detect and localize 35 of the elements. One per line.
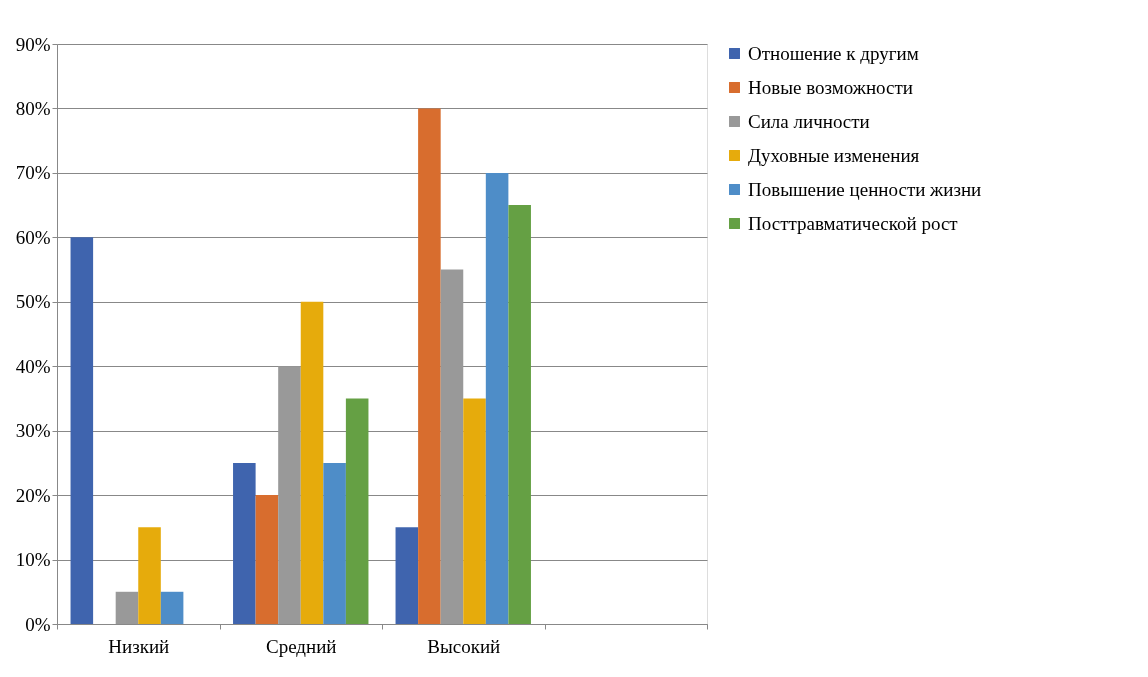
y-tick-label: 0% (25, 613, 51, 635)
bar (463, 398, 486, 624)
bar (255, 495, 279, 624)
bar (115, 591, 139, 624)
bar (508, 205, 531, 624)
bar (418, 108, 441, 624)
x-tick-label: Высокий (427, 635, 501, 657)
legend-label: Отношение к другим (748, 42, 919, 64)
bar (440, 269, 464, 624)
y-tick-label: 30% (15, 420, 51, 442)
bar (300, 301, 324, 624)
y-tick-label: 40% (15, 355, 51, 377)
y-tick-label: 90% (15, 33, 51, 55)
x-tick-label: Низкий (108, 635, 170, 657)
bar (160, 591, 184, 624)
bar (70, 237, 94, 624)
legend-label: Новые возможности (748, 76, 913, 98)
y-tick-label: 60% (15, 226, 51, 248)
legend-label: Духовные изменения (748, 144, 920, 166)
bar (138, 527, 161, 624)
y-tick-label: 20% (15, 484, 51, 506)
y-tick-label: 70% (15, 162, 51, 184)
bar (323, 462, 346, 624)
x-tick-label: Средний (265, 635, 337, 657)
y-tick-label: 10% (15, 549, 51, 571)
bar (278, 366, 301, 624)
legend-label: Повышение ценности жизни (748, 178, 982, 200)
bar (485, 172, 509, 624)
bar (233, 462, 256, 624)
bar (345, 398, 369, 624)
legend-label: Сила личности (748, 110, 870, 132)
legend-label: Посттравматической рост (748, 212, 959, 234)
y-tick-label: 50% (15, 291, 51, 313)
y-tick-label: 80% (15, 97, 51, 119)
bar (395, 527, 419, 624)
